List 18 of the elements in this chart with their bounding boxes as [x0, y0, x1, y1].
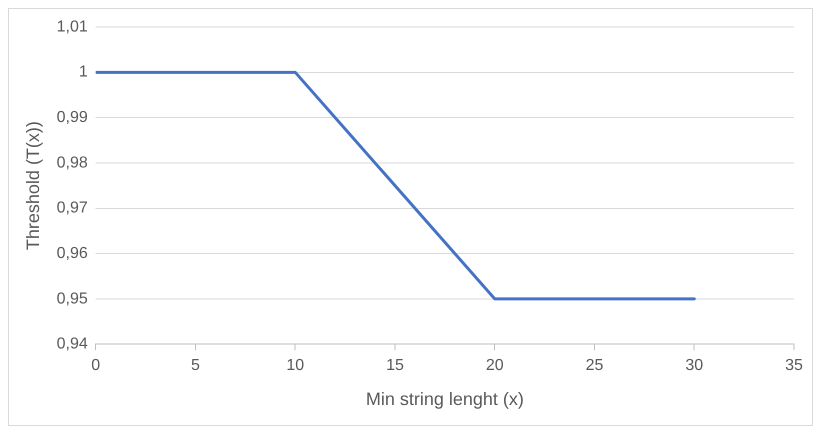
- y-axis-title: Threshold (T(x)): [22, 121, 43, 250]
- x-tick-label: 15: [386, 357, 404, 374]
- y-tick-label: 0,97: [56, 200, 88, 217]
- y-tick-label: 1: [78, 64, 88, 81]
- x-axis-title: Min string lenght (x): [366, 389, 524, 410]
- x-tick-label: 30: [685, 357, 704, 374]
- x-tick-label: 20: [486, 357, 504, 374]
- y-tick-label: 0,99: [56, 109, 88, 126]
- x-tick-label: 35: [785, 357, 803, 374]
- x-tick-label: 25: [586, 357, 604, 374]
- y-tick-label: 1,01: [56, 18, 88, 36]
- x-tick-label: 10: [286, 357, 304, 374]
- x-tick-label: 5: [191, 357, 200, 374]
- y-tick-label: 0,98: [56, 154, 88, 172]
- y-tick-label: 0,94: [56, 336, 88, 353]
- y-tick-label: 0,96: [56, 244, 88, 262]
- y-tick-label: 0,95: [56, 290, 88, 308]
- x-tick-label: 0: [91, 357, 100, 374]
